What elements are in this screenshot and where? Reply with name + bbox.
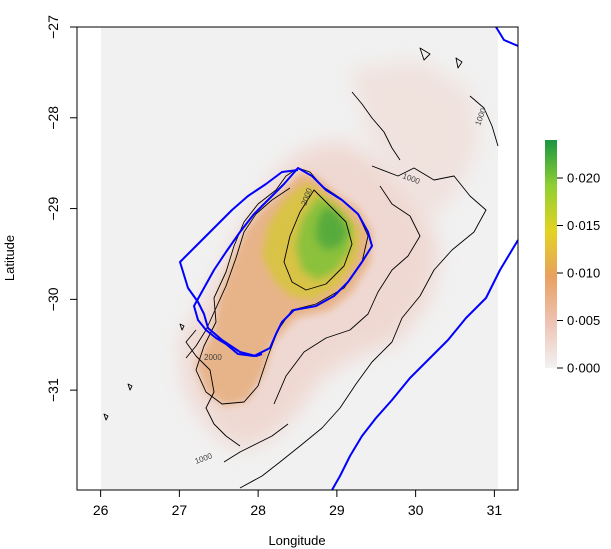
lesotho-boundary	[193, 167, 373, 357]
density-halo-east	[350, 60, 480, 220]
contour-speck-2	[455, 57, 463, 69]
legend-tick-label: 0·000	[567, 361, 600, 376]
x-tick-label: 31	[487, 502, 503, 518]
x-tick-label: 29	[329, 502, 345, 518]
plot-frame	[76, 26, 519, 491]
legend-tick-label: 0·015	[567, 218, 600, 233]
contour-1000m-ridge	[273, 185, 421, 405]
y-tick-label: −27	[45, 15, 61, 39]
contour-speck-4	[127, 383, 133, 391]
y-tick-label: −28	[45, 106, 61, 130]
contour-1000m-northeast	[469, 95, 499, 147]
y-axis: −27 −28 −29 −30 −31	[45, 15, 77, 402]
contour-1000m-west	[185, 187, 291, 359]
border-northeast	[495, 27, 518, 47]
coastline	[331, 239, 518, 490]
contour-speck-3	[179, 323, 185, 331]
contour-2000m-inner	[283, 189, 353, 291]
color-legend: 0·000 0·005 0·010 0·015 0·020	[545, 140, 600, 376]
contour-1000m-north	[351, 91, 401, 161]
contour-1000m-east	[239, 165, 487, 489]
legend-colorbar	[545, 140, 557, 368]
y-tick-label: −29	[45, 196, 61, 220]
legend-tick-label: 0·020	[567, 171, 600, 186]
legend-ticks: 0·000 0·005 0·010 0·015 0·020	[557, 171, 600, 376]
boundary-lines	[179, 27, 518, 490]
contour-speck-5	[103, 413, 109, 421]
elevation-contours	[103, 47, 499, 489]
density-raster	[101, 27, 498, 490]
contour-1000m-south	[223, 423, 289, 463]
province-boundary	[179, 169, 299, 357]
contour-1000m-southwest	[185, 329, 241, 447]
y-axis-title: Latitude	[2, 235, 17, 281]
legend-tick-label: 0·005	[567, 313, 600, 328]
x-axis-title: Longitude	[268, 533, 325, 548]
x-tick-label: 27	[172, 502, 188, 518]
contour-label: 2000	[204, 353, 222, 362]
x-axis: 26 27 28 29 30 31	[93, 490, 503, 518]
x-tick-label: 26	[93, 502, 109, 518]
y-tick-label: −31	[45, 378, 61, 402]
x-tick-label: 30	[408, 502, 424, 518]
contour-speck-1	[419, 47, 431, 61]
x-tick-label: 28	[250, 502, 266, 518]
density-peak-core	[316, 206, 348, 250]
y-tick-label: −30	[45, 287, 61, 311]
legend-tick-label: 0·010	[567, 266, 600, 281]
